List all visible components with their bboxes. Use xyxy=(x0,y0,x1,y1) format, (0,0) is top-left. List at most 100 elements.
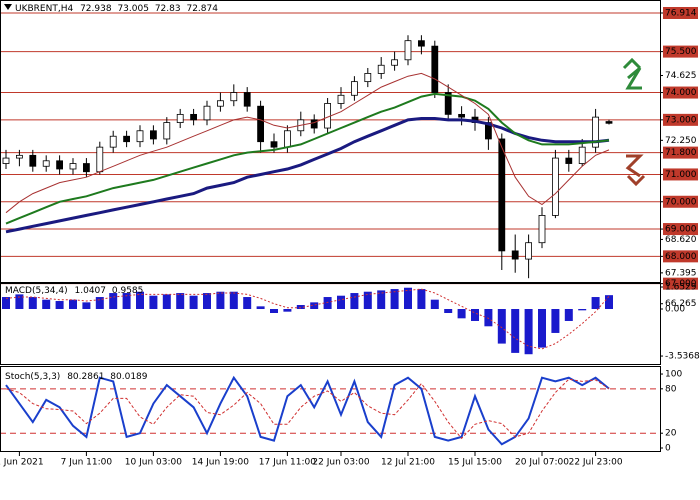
level-label-box xyxy=(663,223,698,236)
y-tick-label: 66.265 xyxy=(665,299,697,309)
stoch-header: Stoch(5,3,3) 80.2861 80.0189 xyxy=(5,372,148,382)
y-tick-label: 68.000 xyxy=(665,252,697,262)
macd-bar xyxy=(417,289,426,310)
macd-bar xyxy=(337,295,345,310)
candle-body xyxy=(364,73,372,83)
candle-body xyxy=(190,113,198,121)
macd-bar xyxy=(189,295,198,310)
macd-bar xyxy=(551,309,560,333)
candle-body xyxy=(552,157,559,216)
candle-body xyxy=(270,141,278,148)
macd-bar xyxy=(323,297,332,310)
macd-bar xyxy=(363,291,372,310)
macd-bar xyxy=(484,309,493,327)
candle-body xyxy=(337,94,345,104)
level-label-box xyxy=(663,86,698,99)
candle-body xyxy=(525,242,532,260)
macd-value: 1.0407 xyxy=(75,286,107,296)
candle-body xyxy=(96,146,104,173)
candle-body xyxy=(444,92,452,115)
macd-bar xyxy=(243,297,252,310)
candle-body xyxy=(511,250,519,260)
macd-bar xyxy=(497,309,506,344)
macd-bar xyxy=(55,301,64,310)
moving-average xyxy=(5,72,610,214)
candle-body xyxy=(2,157,10,164)
macd-bar xyxy=(511,309,520,353)
x-tick-label: 14 Jun 19:00 xyxy=(192,458,249,468)
x-tick-label: 15 Jul 15:00 xyxy=(448,458,502,468)
macd-bar xyxy=(591,297,600,310)
y-tick-label: 76.914 xyxy=(665,8,697,18)
y-tick-label: 73.000 xyxy=(665,115,697,125)
up-arrow-icon xyxy=(622,57,642,90)
macd-title: MACD(5,34,4) xyxy=(5,286,68,296)
axis-layer: 76.914 75.500 74.625 74.000 73.000 72.250 71.8… xyxy=(0,6,700,468)
candle-body xyxy=(203,105,211,121)
y-tick-label: 1.6529 xyxy=(665,283,697,293)
candle-body xyxy=(83,163,90,173)
y-tick-label: 68.620 xyxy=(665,235,697,245)
candle-body xyxy=(538,215,546,244)
candle-body xyxy=(243,92,251,107)
candle-body xyxy=(257,105,265,143)
x-tick-label: 1 Jun 2021 xyxy=(0,458,44,468)
stoch-line xyxy=(5,378,610,440)
candle-body xyxy=(136,130,144,143)
candle-body xyxy=(605,121,613,124)
candle-body xyxy=(417,40,425,47)
x-tick-label: 17 Jun 11:00 xyxy=(259,458,316,468)
moving-average xyxy=(5,92,610,225)
macd-bar xyxy=(176,293,185,310)
macd-bar xyxy=(605,295,613,310)
signal-value: 0.9585 xyxy=(112,286,144,296)
stoch-signal-value: 80.0189 xyxy=(110,372,147,382)
macd-bar xyxy=(28,297,37,310)
macd-panel-frame xyxy=(0,283,661,365)
y-tick-label: 0 xyxy=(665,444,671,454)
macd-bar xyxy=(42,299,51,310)
close-value: 72.874 xyxy=(186,4,218,14)
level-label-box xyxy=(663,45,698,58)
macd-bar xyxy=(524,309,533,355)
macd-bar xyxy=(538,309,546,348)
macd-bar xyxy=(564,309,573,321)
candle-body xyxy=(283,130,291,148)
macd-bar xyxy=(229,291,238,310)
candle-body xyxy=(176,113,184,123)
macd-bar xyxy=(162,294,171,310)
macd-bar xyxy=(283,309,292,312)
macd-bar xyxy=(15,294,24,310)
x-tick-label: 10 Jun 03:00 xyxy=(125,458,182,468)
candle-body xyxy=(498,138,506,252)
y-tick-label: 80 xyxy=(665,384,677,394)
macd-header: MACD(5,34,4) 1.0407 0.9585 xyxy=(5,286,143,296)
x-tick-label: 20 Jul 07:00 xyxy=(515,458,569,468)
stoch-line xyxy=(5,375,610,446)
macd-bar xyxy=(390,289,399,310)
level-label-box xyxy=(663,113,698,126)
x-tick-label: 12 Jul 21:00 xyxy=(381,458,435,468)
candle-body xyxy=(458,113,466,118)
macd-bar xyxy=(578,309,587,311)
macd-bar xyxy=(109,293,118,310)
macd-bar xyxy=(82,302,91,310)
level-label-box xyxy=(663,277,698,290)
macd-bar xyxy=(136,291,144,310)
x-tick-label: 22 Jun 03:00 xyxy=(312,458,369,468)
candle-body xyxy=(310,119,318,129)
y-tick-label: 69.000 xyxy=(665,225,697,235)
candle-body xyxy=(56,160,63,170)
level-label-box xyxy=(663,6,698,19)
macd-bar xyxy=(404,287,412,310)
macd-bar xyxy=(430,299,439,310)
macd-bar xyxy=(2,297,10,310)
macd-bar xyxy=(296,305,305,310)
macd-bar xyxy=(216,291,225,310)
stoch-main-value: 80.2861 xyxy=(67,372,104,382)
candle-body xyxy=(404,40,412,61)
level-label-box xyxy=(663,195,698,208)
high-value: 73.005 xyxy=(117,4,149,14)
y-tick-label: 74.625 xyxy=(665,71,697,81)
x-tick-label: 22 Jul 23:00 xyxy=(569,458,623,468)
